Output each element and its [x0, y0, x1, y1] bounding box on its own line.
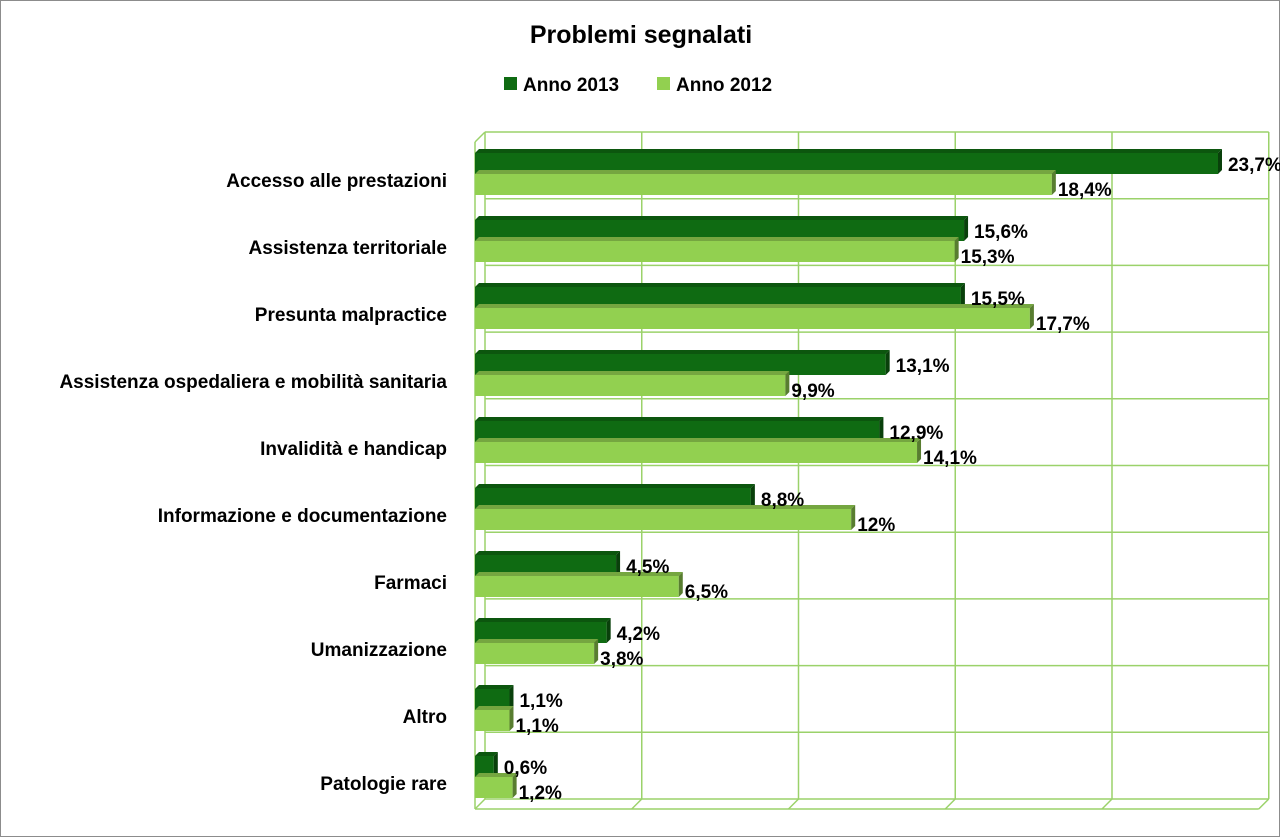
grid	[474, 131, 1270, 810]
category-label-umanizzazione: Umanizzazione	[311, 640, 447, 661]
bar-2013-assistenza-ospedaliera-e-mobilita-sanitaria	[475, 350, 890, 375]
gridline-floor-tick	[1101, 798, 1113, 810]
value-label-2012-assistenza-territoriale: 15,3%	[961, 247, 1015, 268]
bar-2013-patologie-rare	[475, 752, 498, 777]
bar-2012-invalidita-e-handicap	[475, 438, 922, 463]
value-label-2013-informazione-e-documentazione: 8,8%	[761, 490, 804, 511]
bar-2013-invalidita-e-handicap	[475, 417, 884, 442]
legend-swatch-2013	[504, 77, 517, 90]
value-label-2013-assistenza-territoriale: 15,6%	[974, 222, 1028, 243]
gridline-floor-tick	[474, 798, 486, 810]
chart-title: Problemi segnalati	[530, 21, 752, 49]
bar-2012-presunta-malpractice	[475, 304, 1034, 329]
value-label-2013-presunta-malpractice: 15,5%	[971, 289, 1025, 310]
value-label-2012-accesso-alle-prestazioni: 18,4%	[1058, 180, 1112, 201]
category-label-assistenza-ospedaliera-e-mobilita-sanitaria: Assistenza ospedaliera e mobilità sanita…	[59, 372, 447, 393]
category-label-presunta-malpractice: Presunta malpractice	[255, 305, 447, 326]
gridline-floor-tick	[1258, 798, 1270, 810]
bar-2013-informazione-e-documentazione	[475, 484, 755, 509]
category-label-assistenza-territoriale: Assistenza territoriale	[248, 238, 447, 259]
legend-label-2013: Anno 2013	[523, 75, 619, 96]
legend: Anno 2013 Anno 2012	[504, 75, 772, 96]
category-label-patologie-rare: Patologie rare	[320, 774, 447, 795]
value-label-2012-umanizzazione: 3,8%	[600, 649, 643, 670]
value-label-2012-presunta-malpractice: 17,7%	[1036, 314, 1090, 335]
value-label-2012-assistenza-ospedaliera-e-mobilita-sanitaria: 9,9%	[791, 381, 834, 402]
value-label-2013-umanizzazione: 4,2%	[617, 624, 660, 645]
bar-2013-altro	[475, 685, 514, 710]
bar-2013-farmaci	[475, 551, 621, 576]
value-label-2012-informazione-e-documentazione: 12%	[857, 515, 895, 536]
bar-2012-assistenza-ospedaliera-e-mobilita-sanitaria	[475, 371, 790, 396]
category-label-invalidita-e-handicap: Invalidità e handicap	[260, 439, 447, 460]
bar-2012-farmaci	[475, 572, 683, 597]
gridline-floor-tick	[787, 798, 800, 810]
bars	[475, 149, 1222, 798]
value-label-2013-assistenza-ospedaliera-e-mobilita-sanitaria: 13,1%	[896, 356, 950, 377]
value-label-2013-farmaci: 4,5%	[626, 557, 669, 578]
category-label-accesso-alle-prestazioni: Accesso alle prestazioni	[226, 171, 447, 192]
value-label-2012-altro: 1,1%	[515, 716, 558, 737]
bar-2012-altro	[475, 706, 514, 731]
value-label-2013-accesso-alle-prestazioni: 23,7%	[1228, 155, 1280, 176]
category-label-farmaci: Farmaci	[374, 573, 447, 594]
value-label-2013-invalidita-e-handicap: 12,9%	[889, 423, 943, 444]
bar-2012-accesso-alle-prestazioni	[475, 170, 1056, 195]
axis-corner	[474, 131, 486, 143]
value-label-2013-altro: 1,1%	[519, 691, 562, 712]
bar-2013-assistenza-territoriale	[475, 216, 969, 241]
category-label-altro: Altro	[403, 707, 447, 728]
bar-2013-presunta-malpractice	[475, 283, 965, 308]
category-label-informazione-e-documentazione: Informazione e documentazione	[158, 506, 447, 527]
category-labels: Accesso alle prestazioni Assistenza terri…	[59, 171, 447, 795]
legend-swatch-2012	[657, 77, 670, 90]
bar-2013-accesso-alle-prestazioni	[475, 149, 1222, 174]
bar-2013-umanizzazione	[475, 618, 611, 643]
gridline-floor-tick	[631, 798, 643, 810]
value-label-2013-patologie-rare: 0,6%	[504, 758, 547, 779]
value-labels: 23,7% 18,4% 15,6% 15,3% 15,5% 17,7% 13,1% 9,9% 1…	[504, 155, 1280, 804]
bar-2012-umanizzazione	[475, 639, 599, 664]
bar-2012-assistenza-territoriale	[475, 237, 959, 262]
value-label-2012-patologie-rare: 1,2%	[519, 783, 562, 804]
value-label-2012-farmaci: 6,5%	[685, 582, 728, 603]
legend-label-2012: Anno 2012	[676, 75, 772, 96]
value-label-2012-invalidita-e-handicap: 14,1%	[923, 448, 977, 469]
bar-2012-informazione-e-documentazione	[475, 505, 856, 530]
bar-2012-patologie-rare	[475, 773, 517, 798]
gridline-floor-tick	[944, 798, 956, 810]
